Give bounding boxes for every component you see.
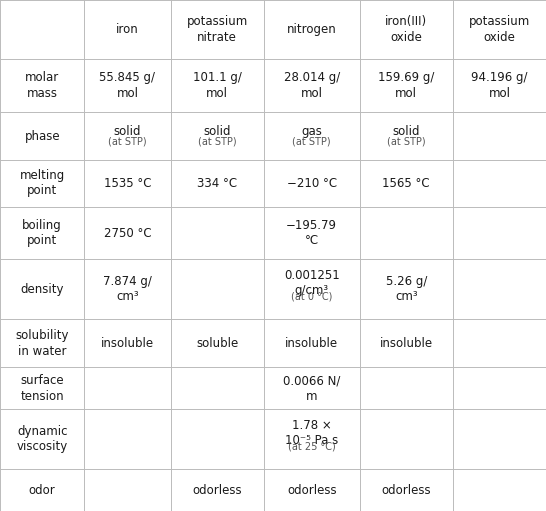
- Text: dynamic
viscosity: dynamic viscosity: [16, 425, 68, 453]
- Text: 5.26 g/
cm³: 5.26 g/ cm³: [385, 275, 427, 304]
- Text: (at 25 °C): (at 25 °C): [288, 442, 336, 451]
- Text: (at STP): (at STP): [108, 137, 147, 147]
- Text: 0.001251
g/cm³: 0.001251 g/cm³: [284, 269, 340, 297]
- Text: 101.1 g/
mol: 101.1 g/ mol: [193, 72, 241, 100]
- Text: −210 °C: −210 °C: [287, 177, 337, 190]
- Text: odorless: odorless: [192, 483, 242, 497]
- Text: potassium
oxide: potassium oxide: [469, 15, 530, 44]
- Text: 1565 °C: 1565 °C: [383, 177, 430, 190]
- Text: molar
mass: molar mass: [25, 72, 60, 100]
- Text: (at STP): (at STP): [198, 137, 236, 147]
- Text: 1535 °C: 1535 °C: [104, 177, 151, 190]
- Text: solid: solid: [114, 125, 141, 138]
- Text: 159.69 g/
mol: 159.69 g/ mol: [378, 72, 435, 100]
- Text: insoluble: insoluble: [379, 337, 433, 350]
- Text: (at STP): (at STP): [293, 137, 331, 147]
- Text: insoluble: insoluble: [101, 337, 154, 350]
- Text: surface
tension: surface tension: [20, 374, 64, 403]
- Text: (at STP): (at STP): [387, 137, 426, 147]
- Text: odorless: odorless: [287, 483, 336, 497]
- Text: boiling
point: boiling point: [22, 219, 62, 247]
- Text: odor: odor: [29, 483, 56, 497]
- Text: iron: iron: [116, 23, 139, 36]
- Text: density: density: [20, 283, 64, 296]
- Text: (at 0 °C): (at 0 °C): [291, 291, 333, 301]
- Text: gas: gas: [301, 125, 322, 138]
- Text: odorless: odorless: [382, 483, 431, 497]
- Text: 1.78 ×
10⁻⁵ Pa s: 1.78 × 10⁻⁵ Pa s: [285, 419, 339, 448]
- Text: solubility
in water: solubility in water: [15, 329, 69, 358]
- Text: insoluble: insoluble: [285, 337, 339, 350]
- Text: nitrogen: nitrogen: [287, 23, 336, 36]
- Text: 55.845 g/
mol: 55.845 g/ mol: [99, 72, 156, 100]
- Text: 2750 °C: 2750 °C: [104, 226, 151, 240]
- Text: melting
point: melting point: [20, 169, 65, 197]
- Text: solid: solid: [203, 125, 231, 138]
- Text: solid: solid: [393, 125, 420, 138]
- Text: phase: phase: [25, 130, 60, 143]
- Text: 7.874 g/
cm³: 7.874 g/ cm³: [103, 275, 152, 304]
- Text: 94.196 g/
mol: 94.196 g/ mol: [471, 72, 527, 100]
- Text: iron(III)
oxide: iron(III) oxide: [385, 15, 428, 44]
- Text: soluble: soluble: [196, 337, 238, 350]
- Text: 334 °C: 334 °C: [197, 177, 237, 190]
- Text: −195.79
°C: −195.79 °C: [286, 219, 337, 247]
- Text: potassium
nitrate: potassium nitrate: [187, 15, 248, 44]
- Text: 0.0066 N/
m: 0.0066 N/ m: [283, 374, 340, 403]
- Text: 28.014 g/
mol: 28.014 g/ mol: [283, 72, 340, 100]
